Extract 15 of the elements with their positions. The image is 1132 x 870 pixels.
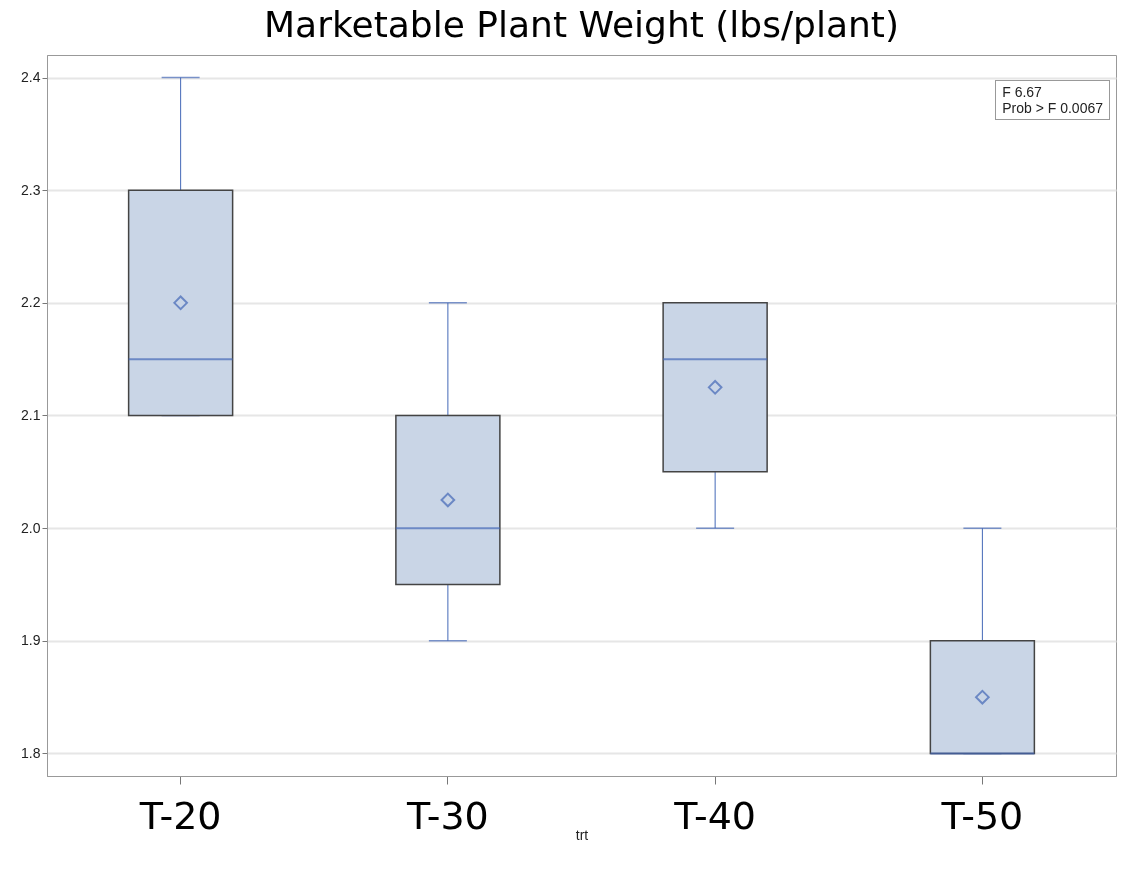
annotation: F 6.67: [1002, 84, 1043, 100]
y-tick-label: 2.1: [21, 407, 41, 423]
x-tick-label: T-30: [405, 793, 489, 838]
x-tick-label: T-50: [940, 793, 1024, 838]
y-tick-label: 2.2: [21, 294, 41, 311]
y-tick-label: 2.3: [21, 181, 41, 198]
annotation: Prob > F 0.0067: [1002, 100, 1103, 116]
y-tick-label: 1.8: [21, 744, 41, 761]
y-tick-label: 2.4: [21, 69, 41, 86]
x-tick-label: T-20: [138, 793, 222, 838]
x-axis-title: trt: [575, 826, 589, 843]
y-tick-label: 2.0: [21, 519, 41, 536]
chart-title: Marketable Plant Weight (lbs/plant): [264, 4, 899, 45]
y-tick-label: 1.9: [21, 632, 41, 649]
x-tick-label: T-40: [673, 793, 757, 838]
